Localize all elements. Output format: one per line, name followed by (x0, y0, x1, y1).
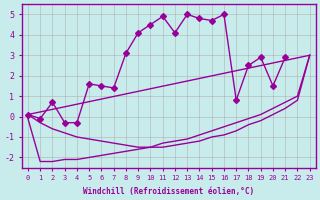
X-axis label: Windchill (Refroidissement éolien,°C): Windchill (Refroidissement éolien,°C) (83, 187, 254, 196)
